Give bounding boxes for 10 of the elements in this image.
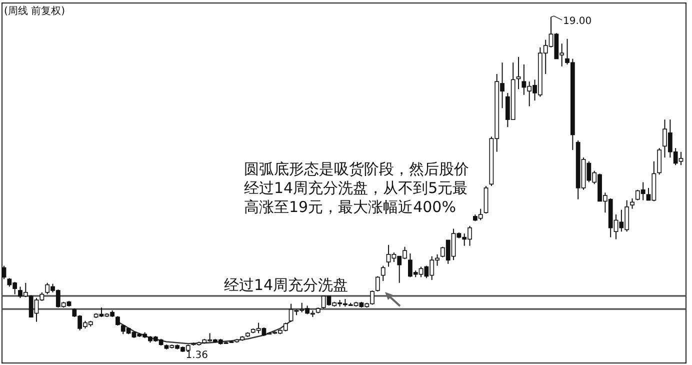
candlestick (380, 265, 386, 282)
candlestick (116, 316, 120, 326)
candlestick (376, 276, 380, 292)
annotation: 圆弧底形态是吸货阶段，然后股价经过14周充分洗盘，从不到5元最高涨至19元，最大涨幅近400% (244, 160, 470, 217)
candlestick (657, 148, 662, 176)
chart-title: (周线 前复权) (4, 5, 66, 17)
annotation: 19.00 (563, 16, 592, 27)
annotation: 1.36 (186, 350, 208, 361)
annotation: 经过14周充分洗盘 (224, 276, 348, 294)
candlestick (630, 198, 634, 210)
